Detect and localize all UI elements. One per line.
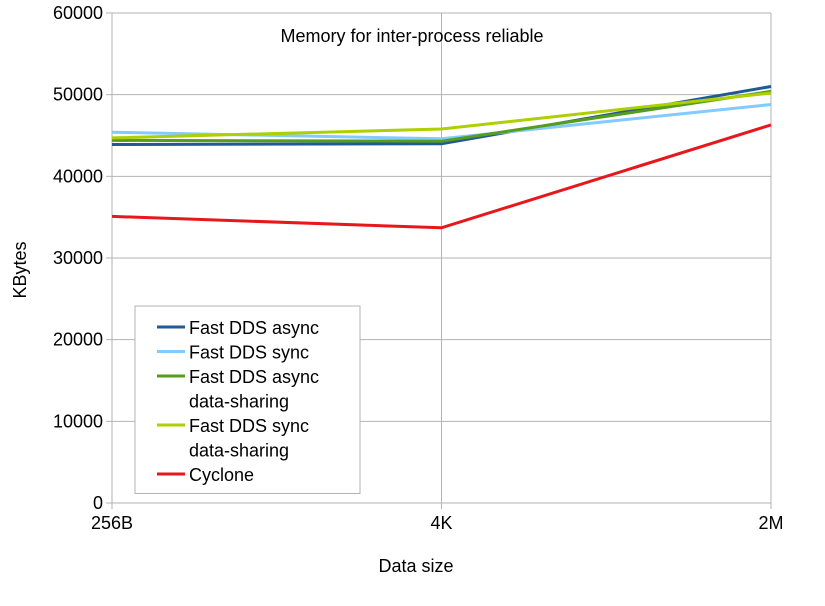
legend-label: Fast DDS async bbox=[189, 318, 319, 338]
x-axis-title: Data size bbox=[378, 556, 453, 576]
y-tick-label: 30000 bbox=[53, 248, 103, 268]
y-tick-label: 0 bbox=[93, 493, 103, 513]
y-axis-title: KBytes bbox=[10, 241, 30, 298]
series-line-fast-dds-sync-data-sharing bbox=[111, 91, 772, 140]
y-tick-label: 60000 bbox=[53, 3, 103, 23]
series-lines bbox=[111, 85, 772, 230]
y-tick-label: 40000 bbox=[53, 166, 103, 186]
series-line-fast-dds-async-data-sharing bbox=[111, 89, 772, 143]
x-tick-label: 4K bbox=[430, 513, 452, 533]
legend-item: Fast DDS sync data-sharing bbox=[157, 416, 309, 461]
legend: Fast DDS async Fast DDS sync Fast DDS asyn… bbox=[134, 305, 361, 494]
legend-item: Fast DDS sync bbox=[157, 343, 309, 363]
y-tick-label: 20000 bbox=[53, 330, 103, 350]
legend-label: Fast DDS sync bbox=[189, 343, 309, 363]
legend-item: Fast DDS async bbox=[157, 318, 319, 338]
legend-box bbox=[134, 305, 361, 494]
legend-item: Cyclone bbox=[157, 465, 254, 485]
y-tick-label: 50000 bbox=[53, 85, 103, 105]
legend-label: data-sharing bbox=[189, 441, 289, 461]
legend-label: Fast DDS sync bbox=[189, 416, 309, 436]
chart-title: Memory for inter-process reliable bbox=[280, 26, 543, 46]
legend-label: Cyclone bbox=[189, 465, 254, 485]
series-line-cyclone bbox=[111, 123, 772, 230]
legend-label: data-sharing bbox=[189, 392, 289, 412]
y-tick-label: 10000 bbox=[53, 411, 103, 431]
x-tick-label: 256B bbox=[91, 513, 133, 533]
axes: 0 10000 20000 30000 40000 50000 60000 256B 4K 2M bbox=[53, 3, 784, 533]
legend-item: Fast DDS async data-sharing bbox=[157, 367, 319, 412]
legend-label: Fast DDS async bbox=[189, 367, 319, 387]
x-tick-label: 2M bbox=[758, 513, 783, 533]
